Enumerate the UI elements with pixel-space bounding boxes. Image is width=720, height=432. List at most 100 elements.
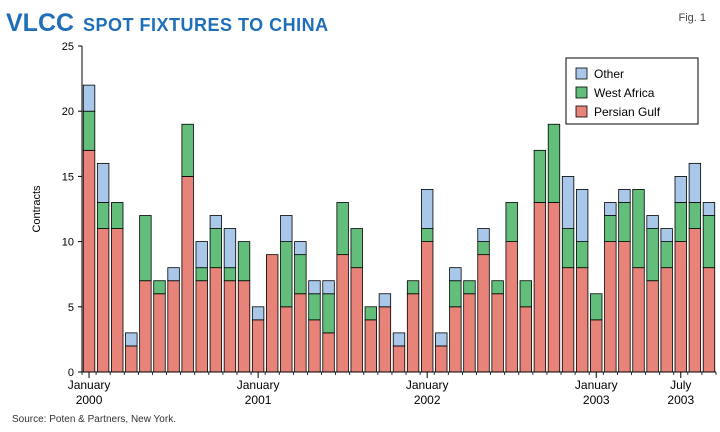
bar-segment-persian-gulf (195, 280, 208, 373)
bar-segment-persian-gulf (280, 306, 293, 373)
bar-segment-west-africa (505, 202, 518, 242)
y-tick-label: 5 (68, 302, 74, 314)
bar-segment-persian-gulf (167, 280, 180, 373)
y-tick-label: 20 (62, 106, 74, 118)
bar-segment-west-africa (463, 280, 476, 295)
bar-segment-other (96, 162, 110, 203)
bar-segment-west-africa (590, 293, 603, 321)
bar-segment-west-africa (294, 254, 307, 295)
bar-segment-persian-gulf (266, 254, 279, 373)
bar-segment-west-africa (604, 215, 617, 243)
bar-segment-other (195, 241, 208, 269)
bar-segment-persian-gulf (505, 241, 518, 373)
title-vlcc: VLCC (6, 9, 75, 37)
bar-segment-other (82, 84, 96, 112)
bar-segment-west-africa (322, 293, 335, 334)
bar-segment-west-africa (82, 110, 96, 151)
y-tick-label: 0 (68, 367, 74, 379)
bar-segment-west-africa (533, 149, 547, 203)
bar-segment-other (660, 228, 673, 242)
bar-segment-other (294, 241, 307, 256)
y-tick-label: 25 (62, 41, 74, 53)
bar-segment-west-africa (449, 280, 462, 308)
bar-segment-persian-gulf (82, 149, 96, 373)
bar-segment-west-africa (223, 267, 237, 282)
bar-segment-persian-gulf (477, 254, 490, 373)
legend-swatch (575, 86, 588, 99)
bar-segment-persian-gulf (519, 306, 532, 373)
bar-segment-west-africa (477, 241, 490, 256)
bar-segment-persian-gulf (378, 306, 392, 373)
bar-segment-west-africa (547, 123, 561, 203)
bar-segment-other (674, 175, 687, 203)
x-tick-label-year: 2002 (414, 393, 441, 407)
bar-segment-west-africa (350, 228, 363, 269)
bar-segment-persian-gulf (575, 267, 589, 373)
bar-segment-west-africa (336, 202, 349, 256)
bar-segment-persian-gulf (590, 319, 603, 373)
bar-segment-persian-gulf (308, 319, 321, 373)
chart-title: VLCC SPOT FIXTURES TO CHINA (6, 4, 329, 36)
bar-segment-other (378, 293, 392, 308)
axes-layer: 0510152025ContractsJanuary2000January200… (31, 41, 717, 407)
bar-segment-west-africa (674, 202, 687, 242)
bar-segment-persian-gulf (449, 306, 462, 373)
bar-segment-persian-gulf (153, 293, 166, 373)
x-tick-label-month: January (575, 378, 618, 392)
bar-segment-west-africa (308, 293, 321, 321)
bar-segment-other (167, 267, 180, 282)
bar-segment-persian-gulf (336, 254, 349, 373)
bar-segment-persian-gulf (237, 280, 251, 373)
bar-segment-persian-gulf (364, 319, 377, 373)
bar-segment-persian-gulf (632, 267, 645, 373)
bar-segment-other (125, 332, 138, 347)
bar-segment-west-africa (646, 228, 659, 282)
bar-segment-other (209, 215, 223, 229)
bar-segment-west-africa (702, 215, 716, 269)
bar-segment-other (280, 215, 293, 243)
source-note: Source: Poten & Partners, New York. (12, 414, 176, 425)
bar-segment-other (575, 189, 589, 243)
figure-label: Fig. 1 (678, 12, 706, 24)
bar-segment-persian-gulf (209, 267, 223, 373)
bar-segment-west-africa (420, 228, 434, 242)
x-tick-label-year: 2001 (245, 393, 272, 407)
bar-segment-other (251, 306, 265, 321)
x-tick-label-year: 2003 (667, 393, 694, 407)
bar-segment-other (688, 162, 702, 203)
bar-segment-persian-gulf (111, 228, 124, 373)
bars-layer (82, 84, 716, 373)
x-tick-label-month: January (406, 378, 449, 392)
bar-segment-other (618, 189, 631, 203)
bar-segment-west-africa (139, 215, 152, 282)
bar-segment-other (308, 280, 321, 295)
bar-segment-persian-gulf (491, 293, 504, 373)
bar-segment-persian-gulf (463, 293, 476, 373)
legend: Other West Africa Persian Gulf (565, 57, 699, 125)
bar-segment-persian-gulf (294, 293, 307, 373)
bar-segment-persian-gulf (435, 345, 448, 373)
bar-segment-persian-gulf (561, 267, 575, 373)
legend-swatch (575, 105, 588, 118)
bar-segment-west-africa (209, 228, 223, 269)
legend-label: Persian Gulf (594, 105, 661, 119)
bar-segment-other (646, 215, 659, 229)
bar-segment-west-africa (575, 241, 589, 269)
x-tick-label-year: 2000 (76, 393, 103, 407)
bar-segment-persian-gulf (350, 267, 363, 373)
bar-segment-persian-gulf (618, 241, 631, 373)
bar-segment-other (702, 202, 716, 216)
bar-segment-other (322, 280, 335, 295)
x-tick-label-year: 2003 (583, 393, 610, 407)
bar-segment-persian-gulf (604, 241, 617, 373)
bar-segment-other (435, 332, 448, 347)
bar-segment-other (449, 267, 462, 282)
bar-segment-west-africa (181, 123, 194, 177)
bar-segment-west-africa (632, 189, 645, 269)
bar-segment-persian-gulf (660, 267, 673, 373)
bar-segment-other (392, 332, 406, 347)
y-tick-label: 10 (62, 237, 74, 249)
x-tick-label-month: January (68, 378, 111, 392)
bar-segment-persian-gulf (223, 280, 237, 373)
